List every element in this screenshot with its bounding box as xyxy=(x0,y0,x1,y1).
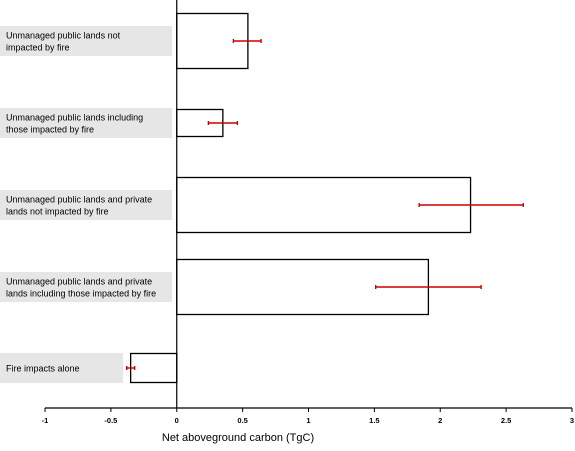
category-label-background xyxy=(0,190,172,220)
category-label: Unmanaged public lands not impacted by fi… xyxy=(0,26,172,56)
category-label-background xyxy=(0,353,123,383)
error-bars xyxy=(125,39,524,370)
bars xyxy=(129,12,472,384)
x-tick-label: 2 xyxy=(438,416,442,425)
category-label: Unmanaged public lands and private lands … xyxy=(0,190,172,220)
error-bar xyxy=(374,285,482,289)
category-label-text: Unmanaged public lands and private xyxy=(6,195,152,205)
x-tick-label: -0.5 xyxy=(104,416,117,425)
category-label-text: those impacted by fire xyxy=(6,125,94,135)
error-bar xyxy=(125,366,136,370)
error-bar xyxy=(207,121,239,125)
category-label-text: Unmanaged public lands and private xyxy=(6,277,152,287)
category-label-text: Unmanaged public lands not xyxy=(6,31,121,41)
category-label-text: Unmanaged public lands including xyxy=(6,113,143,123)
x-tick-label: -1 xyxy=(42,416,49,425)
x-tick-label: 1.5 xyxy=(369,416,379,425)
category-label-background xyxy=(0,26,172,56)
category-label-background xyxy=(0,272,172,302)
x-axis-title: Net aboveground carbon (TgC) xyxy=(162,432,314,444)
category-label-background xyxy=(0,108,172,138)
category-label-text: Fire impacts alone xyxy=(6,364,80,374)
bar xyxy=(129,352,178,384)
category-label-text: lands including those impacted by fire xyxy=(6,289,156,299)
x-tick-label: 1 xyxy=(306,416,310,425)
x-tick-label: 2.5 xyxy=(501,416,511,425)
category-label-text: lands not impacted by fire xyxy=(6,207,109,217)
error-bar xyxy=(232,39,262,43)
x-tick-label: 0 xyxy=(175,416,179,425)
x-axis-ticks: -1 -0.5 0 0.5 1 1.5 2 2.5 3 xyxy=(42,408,574,425)
category-labels: Unmanaged public lands not impacted by fi… xyxy=(0,26,172,383)
category-label-text: impacted by fire xyxy=(6,43,70,53)
category-label: Fire impacts alone xyxy=(0,353,123,383)
x-tick-label: 3 xyxy=(570,416,574,425)
category-label: Unmanaged public lands including those im… xyxy=(0,108,172,138)
x-tick-label: 0.5 xyxy=(237,416,247,425)
error-bar xyxy=(418,203,524,207)
category-label: Unmanaged public lands and private lands … xyxy=(0,272,172,302)
